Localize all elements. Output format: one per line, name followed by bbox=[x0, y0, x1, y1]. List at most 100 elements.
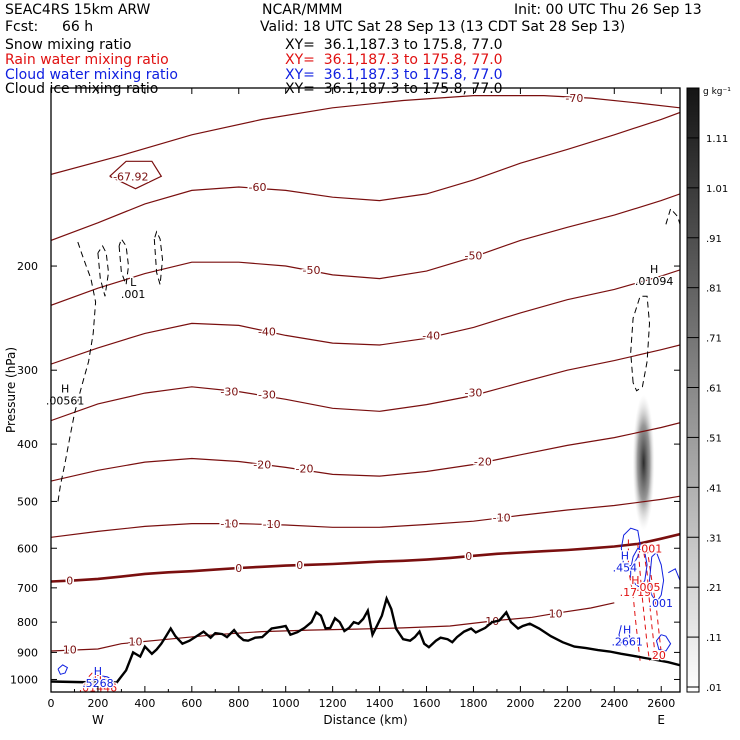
isotherm-label: -30 bbox=[220, 386, 238, 399]
snow-contour bbox=[153, 230, 164, 285]
x-tick-label: 800 bbox=[228, 697, 249, 710]
colorbar-tick-label: .41 bbox=[706, 483, 722, 494]
x-tick-label: 200 bbox=[87, 697, 108, 710]
cloud-water-contour bbox=[655, 634, 672, 652]
isotherm--60 bbox=[51, 111, 680, 241]
rain-extremum-marker: H bbox=[631, 574, 639, 587]
x-tick-label: 1200 bbox=[319, 697, 347, 710]
isotherm-label: -10 bbox=[493, 511, 511, 524]
isotherm--50 bbox=[51, 193, 680, 306]
x-tick-label: 400 bbox=[134, 697, 155, 710]
rain-contour-label: .005 bbox=[636, 581, 661, 594]
rain-contour-label: 20 bbox=[652, 649, 666, 662]
isotherm-label: -20 bbox=[295, 463, 313, 476]
field-snow-name: Snow mixing ratio bbox=[5, 37, 132, 53]
cloud-water-contour bbox=[620, 527, 641, 568]
y-tick-label: 800 bbox=[17, 616, 38, 629]
x-tick-label: 2600 bbox=[647, 697, 675, 710]
model-title: SEAC4RS 15km ARW bbox=[5, 2, 151, 18]
colorbar-tick-label: .81 bbox=[706, 284, 722, 295]
colorbar-tick-label: .61 bbox=[706, 384, 722, 395]
isotherm-label: 0 bbox=[296, 559, 303, 572]
colorbar-unit: g kg⁻¹ bbox=[703, 87, 731, 97]
colorbar-tick-label: 1.01 bbox=[706, 184, 728, 195]
cloud-water-extremum-marker: H bbox=[621, 550, 629, 563]
forecast-label: Fcst: bbox=[5, 19, 39, 35]
isotherm-label: -70 bbox=[565, 92, 583, 105]
west-end-label: W bbox=[92, 713, 104, 727]
isotherm-label: -30 bbox=[258, 389, 276, 402]
isotherm-label: -50 bbox=[303, 264, 321, 277]
isotherm-label: 10 bbox=[63, 644, 77, 657]
isotherm--70 bbox=[51, 94, 680, 175]
rain-contour bbox=[87, 672, 111, 683]
snow-extremum-marker: L bbox=[130, 276, 137, 289]
isotherm-label: -67.92 bbox=[113, 170, 148, 183]
x-tick-label: 600 bbox=[181, 697, 202, 710]
isotherm-label: -30 bbox=[464, 386, 482, 399]
cloud-water-extremum-value: .2661 bbox=[611, 636, 643, 649]
y-tick-label: 500 bbox=[17, 495, 38, 508]
cloud-ice-plume bbox=[632, 394, 655, 531]
plot-frame bbox=[50, 87, 681, 693]
x-tick-label: 2400 bbox=[600, 697, 628, 710]
y-axis-label: Pressure (hPa) bbox=[4, 347, 18, 433]
init-time: Init: 00 UTC Thu 26 Sep 13 bbox=[514, 2, 702, 18]
y-tick-label: 600 bbox=[17, 542, 38, 555]
snow-contour bbox=[665, 207, 680, 225]
isotherm--30 bbox=[51, 344, 680, 422]
cloud-water-contour bbox=[668, 568, 680, 581]
y-tick-label: 900 bbox=[17, 646, 38, 659]
field-cloudice-xy: XY= 36.1,187.3 to 175.8, 77.0 bbox=[285, 81, 503, 97]
isotherm--20 bbox=[51, 422, 680, 482]
center-title: NCAR/MMM bbox=[262, 2, 343, 18]
field-cloudwater-name: Cloud water mixing ratio bbox=[5, 67, 178, 83]
cloud-water-contour bbox=[648, 551, 665, 603]
isotherm-label: 10 bbox=[549, 607, 563, 620]
rain-contour bbox=[637, 543, 650, 661]
colorbar-tick-label: .51 bbox=[706, 433, 722, 444]
cloud-water-contour bbox=[618, 625, 632, 648]
colorbar-tick-label: .71 bbox=[706, 334, 722, 345]
colorbar-scale bbox=[686, 87, 700, 693]
cloud-water-extremum-value: .454 bbox=[613, 562, 638, 575]
snow-extremum-value: .001 bbox=[121, 288, 146, 301]
isotherm--40 bbox=[51, 269, 680, 365]
isotherm-label: -20 bbox=[474, 455, 492, 468]
isotherm-label: -40 bbox=[422, 329, 440, 342]
isotherm-0 bbox=[51, 532, 680, 583]
isotherm-label: -50 bbox=[464, 250, 482, 263]
x-axis-label: Distance (km) bbox=[323, 713, 407, 727]
y-tick-label: 1000 bbox=[10, 673, 38, 686]
y-tick-label: 200 bbox=[17, 260, 38, 273]
rain-extremum-value: .1719 bbox=[620, 586, 652, 599]
isotherm-label: -10 bbox=[220, 518, 238, 531]
colorbar-tick-label: 1.11 bbox=[706, 134, 728, 145]
cloud-water-extremum-value: .5268 bbox=[82, 677, 114, 690]
field-rain-xy: XY= 36.1,187.3 to 175.8, 77.0 bbox=[285, 52, 503, 68]
isotherm-label: -40 bbox=[258, 325, 276, 338]
field-snow-xy: XY= 36.1,187.3 to 175.8, 77.0 bbox=[285, 37, 503, 53]
field-cloudwater-xy: XY= 36.1,187.3 to 175.8, 77.0 bbox=[285, 67, 503, 83]
colorbar-tick-label: .91 bbox=[706, 234, 722, 245]
isotherm--67_92 bbox=[109, 160, 163, 190]
snow-contour bbox=[57, 238, 97, 502]
x-tick-label: 0 bbox=[48, 697, 55, 710]
isotherm--10 bbox=[51, 495, 680, 538]
snow-extremum-marker: H bbox=[650, 263, 658, 276]
x-tick-label: 2200 bbox=[553, 697, 581, 710]
x-tick-label: 2000 bbox=[506, 697, 534, 710]
rain-extremum-marker: H bbox=[94, 670, 102, 683]
rain-contour bbox=[627, 539, 643, 664]
colorbar-tick-label: .11 bbox=[706, 633, 722, 644]
cloud-water-extremum-marker: H bbox=[94, 665, 102, 678]
terrain-line bbox=[51, 595, 680, 684]
cloud-water-contour bbox=[57, 664, 69, 675]
x-tick-label: 1800 bbox=[459, 697, 487, 710]
field-rain-name: Rain water mixing ratio bbox=[5, 52, 169, 68]
cloud-water-extremum-marker: H bbox=[623, 624, 631, 637]
isotherm-label: -60 bbox=[249, 181, 267, 194]
y-tick-label: 400 bbox=[17, 438, 38, 451]
snow-extremum-value: .00561 bbox=[46, 395, 85, 408]
